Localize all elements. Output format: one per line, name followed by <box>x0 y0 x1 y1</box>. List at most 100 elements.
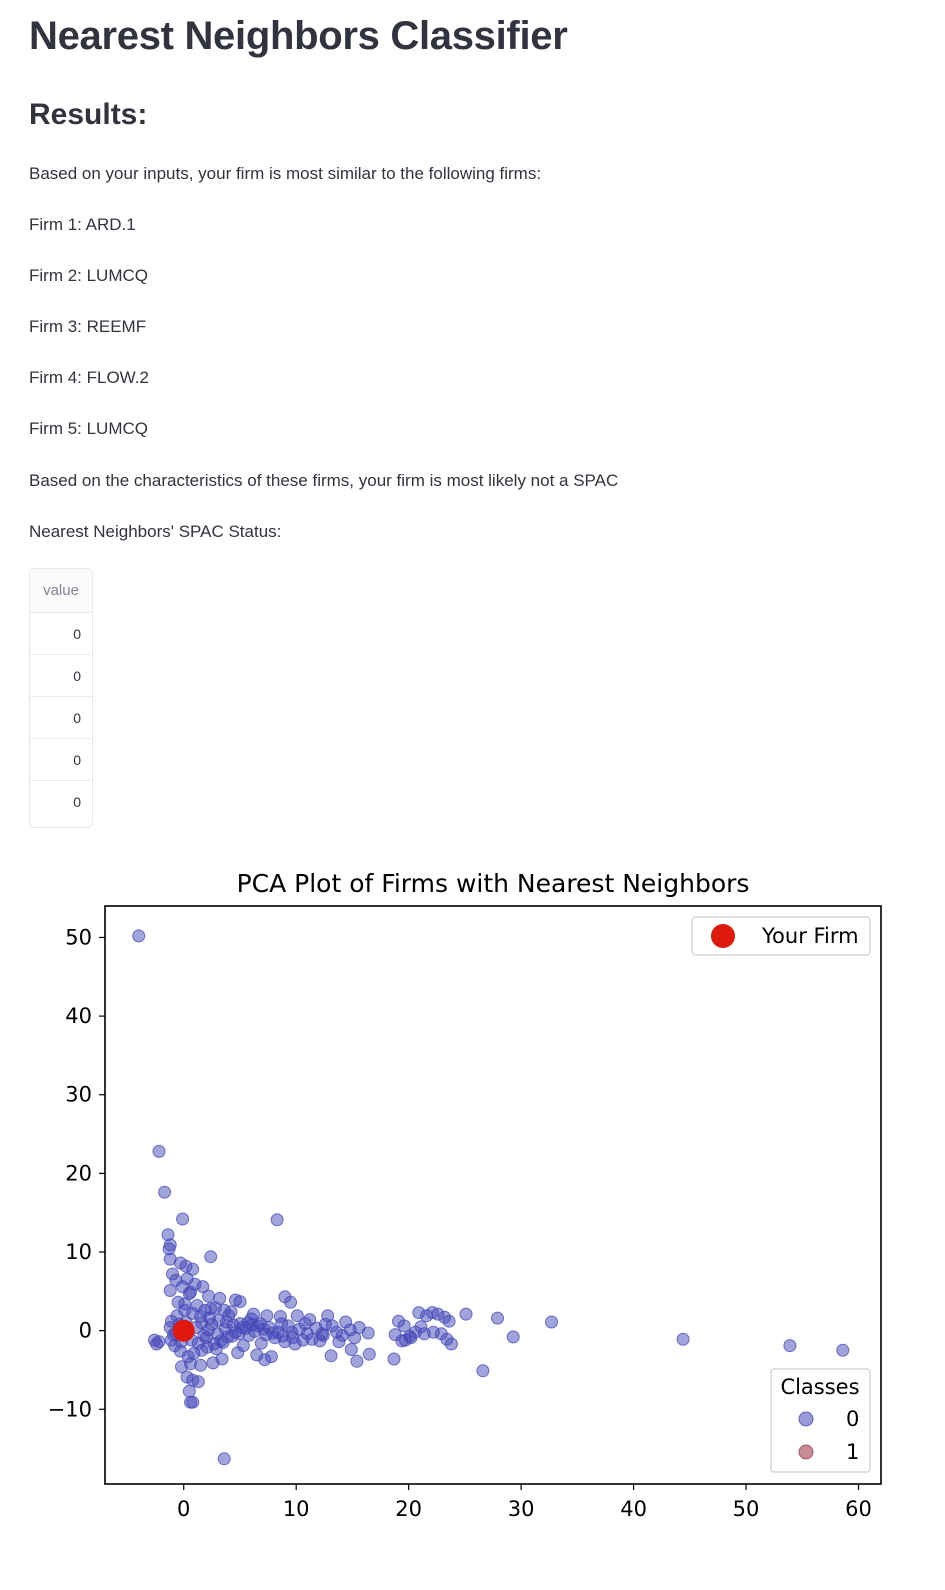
data-point <box>195 1316 209 1330</box>
x-tick-label: 20 <box>395 1497 422 1521</box>
data-point <box>202 1289 215 1303</box>
data-point <box>163 1284 177 1297</box>
data-point <box>298 1317 312 1331</box>
data-point <box>175 1360 188 1374</box>
data-point <box>459 1307 473 1321</box>
data-point <box>783 1339 797 1353</box>
your-firm-legend-marker <box>711 924 735 948</box>
firm-1-text: Firm 1: ARD.1 <box>29 215 136 234</box>
y-tick-label: −10 <box>48 1397 92 1421</box>
spac-status-table[interactable]: value 0 0 0 0 0 <box>29 568 93 828</box>
data-point <box>152 1144 166 1158</box>
results-heading: Results: <box>29 98 148 131</box>
data-point <box>335 1328 349 1342</box>
data-point <box>182 1384 196 1398</box>
classes-legend-box <box>770 1368 871 1473</box>
data-point <box>216 1335 230 1349</box>
x-tick-label: 10 <box>283 1497 310 1521</box>
data-point <box>476 1364 490 1378</box>
data-point <box>324 1349 338 1363</box>
data-point <box>264 1350 278 1364</box>
data-point <box>178 1297 192 1311</box>
data-point <box>176 1280 190 1294</box>
firm-4-text: Firm 4: FLOW.2 <box>29 368 149 387</box>
data-point <box>545 1315 558 1329</box>
data-point <box>275 1317 289 1331</box>
data-point <box>285 1325 299 1339</box>
x-tick-label: 40 <box>620 1497 647 1521</box>
data-point <box>397 1319 411 1333</box>
points-layer <box>132 929 850 1466</box>
class-0-marker <box>798 1411 814 1427</box>
class-1-marker <box>798 1444 814 1460</box>
data-point <box>288 1337 302 1351</box>
data-point <box>132 929 146 943</box>
firm-5-text: Firm 5: LUMCQ <box>29 419 148 438</box>
y-tick-label: 0 <box>79 1319 92 1343</box>
data-point <box>204 1302 218 1316</box>
page-title: Nearest Neighbors Classifier <box>29 14 568 58</box>
data-point <box>204 1250 218 1264</box>
your-firm-legend: Your Firm <box>691 916 871 956</box>
data-point <box>270 1213 284 1227</box>
data-point <box>206 1356 220 1370</box>
data-point <box>186 1262 200 1276</box>
data-point <box>412 1306 426 1320</box>
data-point <box>676 1332 690 1346</box>
firm-3-text: Firm 3: REEMF <box>29 317 147 336</box>
y-tick-label: 50 <box>65 925 92 949</box>
data-point <box>250 1348 264 1362</box>
data-point <box>290 1309 304 1323</box>
conclusion-text: Based on the characteristics of these fi… <box>29 471 619 490</box>
chart-title: PCA Plot of Firms with Nearest Neighbors <box>237 869 750 898</box>
class-1-label: 1 <box>846 1440 859 1464</box>
data-point <box>176 1212 190 1226</box>
y-tick-label: 10 <box>65 1240 92 1264</box>
firm-2-text: Firm 2: LUMCQ <box>29 266 148 285</box>
table-cell[interactable]: 0 <box>30 613 92 655</box>
table-cell[interactable]: 0 <box>30 655 92 697</box>
data-point <box>222 1309 236 1323</box>
plot-frame <box>104 905 882 1485</box>
data-point <box>417 1327 431 1341</box>
classes-legend: Classes 0 1 <box>770 1368 871 1473</box>
table-column-header[interactable]: value <box>30 569 92 613</box>
data-point <box>196 1280 210 1294</box>
y-tick-label: 40 <box>65 1004 92 1028</box>
pca-scatter-chart: PCA Plot of Firms with Nearest Neighbors… <box>48 869 882 1521</box>
status-label: Nearest Neighbors' SPAC Status: <box>29 522 282 541</box>
data-point <box>158 1185 172 1199</box>
table-cell[interactable]: 0 <box>73 794 81 810</box>
x-tick-label: 0 <box>177 1497 190 1521</box>
data-point <box>404 1331 418 1345</box>
data-point <box>836 1343 850 1357</box>
data-point <box>315 1327 329 1341</box>
classes-legend-title: Classes <box>780 1375 859 1399</box>
your-firm-legend-label: Your Firm <box>761 924 859 948</box>
table-cell[interactable]: 0 <box>30 697 92 739</box>
table-cell[interactable]: 0 <box>30 739 92 781</box>
x-tick-label: 60 <box>845 1497 872 1521</box>
data-point <box>491 1311 504 1325</box>
data-point <box>350 1354 364 1368</box>
data-point <box>245 1317 259 1331</box>
data-point <box>444 1337 458 1351</box>
y-tick-label: 30 <box>65 1083 92 1107</box>
data-point <box>387 1352 401 1366</box>
data-point <box>362 1347 376 1361</box>
data-point <box>254 1336 268 1350</box>
x-tick-label: 50 <box>733 1497 760 1521</box>
y-tick-label: 20 <box>65 1161 92 1185</box>
your-firm-point <box>172 1319 195 1342</box>
data-point <box>232 1327 246 1341</box>
x-tick-label: 30 <box>508 1497 535 1521</box>
intro-text: Based on your inputs, your firm is most … <box>29 164 542 183</box>
data-point <box>344 1343 358 1356</box>
class-0-label: 0 <box>846 1407 859 1431</box>
data-point <box>284 1295 298 1309</box>
data-point <box>236 1339 250 1353</box>
data-point <box>217 1452 231 1466</box>
data-point <box>506 1330 520 1344</box>
data-point <box>152 1335 166 1349</box>
